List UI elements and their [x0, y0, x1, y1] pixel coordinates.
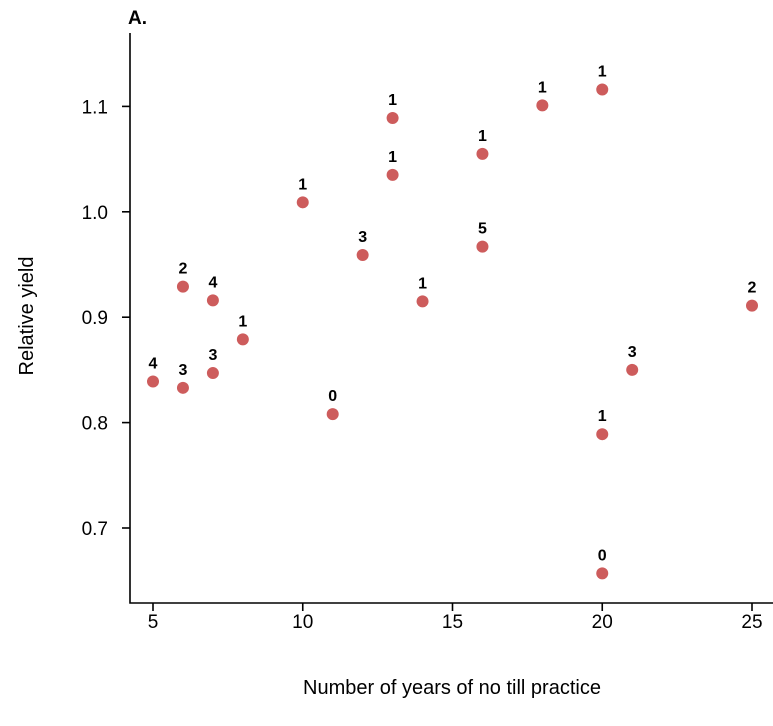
data-point — [206, 294, 219, 307]
data-point-label: 2 — [178, 261, 187, 278]
data-point-label: 0 — [328, 388, 337, 405]
x-tick-label: 15 — [442, 612, 463, 633]
data-point — [206, 367, 219, 380]
data-point-label: 1 — [538, 79, 547, 96]
data-point-label: 3 — [208, 347, 217, 364]
data-point — [386, 168, 399, 181]
data-point-label: 1 — [298, 176, 307, 193]
data-point-label: 4 — [208, 274, 217, 291]
data-point — [326, 408, 339, 421]
data-point-label: 1 — [598, 64, 607, 81]
data-point-label: 4 — [149, 355, 158, 372]
data-point-label: 1 — [478, 128, 487, 145]
data-point-label: 3 — [178, 362, 187, 379]
data-point — [596, 83, 609, 96]
data-point — [596, 567, 609, 580]
data-point — [356, 249, 369, 262]
data-point-label: 3 — [628, 344, 637, 361]
x-axis: 5 10 15 20 25 — [148, 603, 763, 633]
data-point — [386, 111, 399, 124]
plot-frame — [129, 33, 773, 604]
data-point — [176, 280, 189, 293]
data-point-label: 0 — [598, 547, 607, 564]
data-point-label: 5 — [478, 221, 487, 238]
data-point — [296, 196, 309, 209]
data-point — [536, 99, 549, 112]
data-point — [147, 375, 159, 388]
y-tick-label: 1.0 — [82, 203, 108, 224]
data-point — [596, 428, 609, 441]
data-point-label: 3 — [358, 229, 367, 246]
x-tick-label: 25 — [741, 612, 762, 633]
data-points: 4 2 3 4 3 1 1 0 3 1 1 1 1 5 1 1 1 0 3 2 — [147, 64, 758, 580]
data-point — [176, 381, 189, 394]
data-point-label: 1 — [418, 275, 427, 292]
data-point — [746, 299, 758, 312]
x-axis-title: Number of years of no till practice — [303, 677, 601, 699]
panel-label: A. — [128, 8, 147, 29]
y-tick-label: 0.7 — [82, 519, 108, 540]
data-point-label: 1 — [598, 408, 607, 425]
y-axis-title: Relative yield — [16, 257, 38, 376]
data-point — [236, 333, 249, 346]
x-tick-label: 20 — [592, 612, 613, 633]
data-point — [476, 240, 489, 253]
y-tick-label: 1.1 — [82, 97, 108, 118]
data-point — [416, 295, 429, 308]
y-tick-label: 0.8 — [82, 414, 108, 435]
x-tick-label: 5 — [148, 612, 159, 633]
y-tick-label: 0.9 — [82, 308, 108, 329]
x-tick-label: 10 — [292, 612, 313, 633]
y-axis: 0.7 0.8 0.9 1.0 1.1 — [82, 97, 130, 540]
data-point-label: 1 — [238, 313, 247, 330]
data-point-label: 1 — [388, 149, 397, 166]
data-point — [476, 147, 489, 160]
data-point-label: 1 — [388, 92, 397, 109]
data-point — [626, 363, 639, 376]
data-point-label: 2 — [748, 280, 757, 297]
